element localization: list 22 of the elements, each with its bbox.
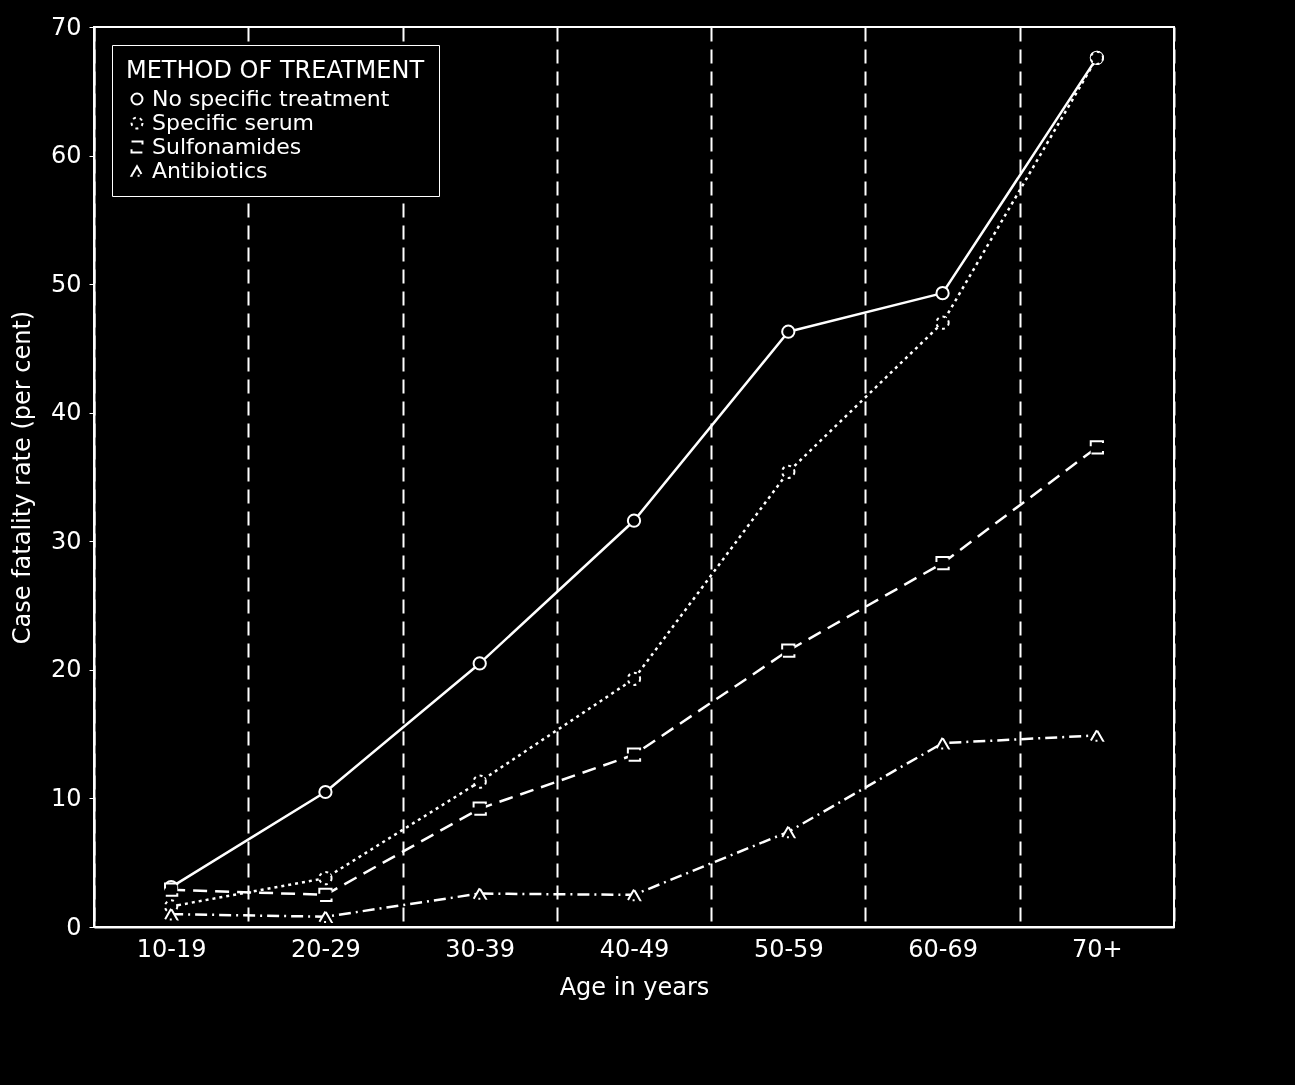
x-tick-label: 30-39 [445,934,516,963]
x-tick-label: 60-69 [908,934,978,963]
y-tick-label: 40 [50,398,82,427]
x-tick-label: 50-59 [753,934,824,963]
y-tick-label: 0 [66,912,82,941]
x-tick-label: 20-29 [291,934,361,963]
x-tick-label: 70+ [1072,934,1123,963]
x-axis-title: Age in years [559,972,710,1001]
x-tick-label: 40-49 [599,934,670,963]
y-tick-label: 70 [50,12,82,41]
legend-label: Sulfonamides [152,134,302,159]
y-tick-label: 20 [50,655,82,684]
legend-label: No specific treatment [152,86,390,111]
legend-label: Specific serum [152,110,315,135]
y-tick-label: 30 [50,526,82,555]
legend-title: METHOD OF TREATMENT [126,56,425,84]
y-axis-title: Case fatality rate (per cent) [7,310,36,645]
y-tick-label: 50 [50,269,82,298]
x-tick-label: 10-19 [136,934,207,963]
legend-label: Antibiotics [152,158,268,183]
y-tick-label: 10 [50,783,82,812]
y-tick-label: 60 [50,141,82,170]
